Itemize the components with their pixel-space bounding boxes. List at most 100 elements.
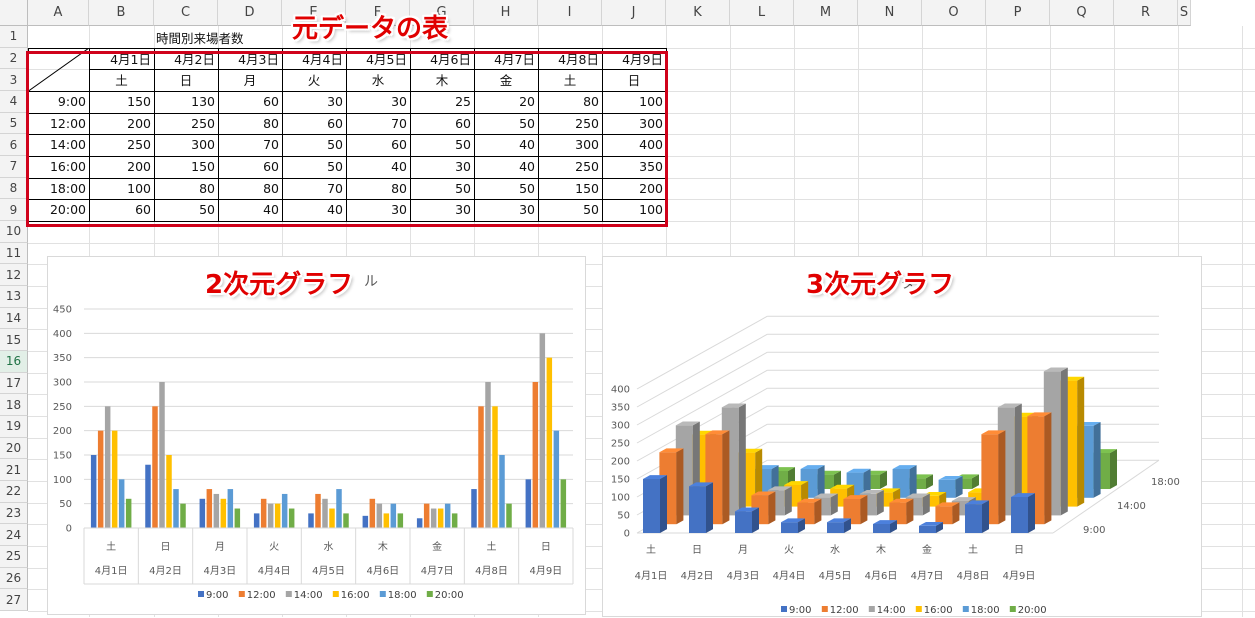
table-cell[interactable]: 150 — [191, 159, 215, 175]
row-header-25[interactable]: 25 — [0, 546, 28, 568]
table-cell[interactable]: 40 — [519, 159, 535, 175]
table-cell[interactable]: 50 — [455, 180, 471, 196]
time-label[interactable]: 20:00 — [49, 202, 86, 218]
row-header-7[interactable]: 7 — [0, 156, 28, 178]
row-header-27[interactable]: 27 — [0, 589, 28, 612]
weekday-header[interactable]: 月 — [243, 73, 257, 89]
table-cell[interactable]: 40 — [391, 159, 407, 175]
column-header-C[interactable]: C — [154, 0, 218, 26]
row-header-20[interactable]: 20 — [0, 437, 28, 460]
table-cell[interactable]: 60 — [263, 159, 279, 175]
select-all-corner[interactable] — [0, 0, 28, 26]
table-cell[interactable]: 50 — [519, 115, 535, 131]
table-cell[interactable]: 150 — [127, 94, 151, 109]
weekday-header[interactable]: 日 — [179, 73, 193, 89]
row-header-6[interactable]: 6 — [0, 134, 28, 156]
table-cell[interactable]: 30 — [519, 202, 535, 218]
table-cell[interactable]: 30 — [391, 94, 407, 109]
table-cell[interactable]: 60 — [391, 137, 407, 153]
table-cell[interactable]: 50 — [327, 159, 343, 175]
weekday-header[interactable]: 土 — [115, 73, 128, 89]
date-header[interactable]: 4月4日 — [302, 51, 343, 67]
row-header-16[interactable]: 16 — [0, 351, 28, 373]
table-cell[interactable]: 70 — [391, 115, 407, 131]
row-header-22[interactable]: 22 — [0, 481, 28, 503]
date-header[interactable]: 4月2日 — [174, 51, 215, 67]
row-header-14[interactable]: 14 — [0, 307, 28, 330]
table-cell[interactable]: 150 — [575, 180, 599, 196]
row-header-18[interactable]: 18 — [0, 394, 28, 417]
row-header-12[interactable]: 12 — [0, 264, 28, 287]
row-header-24[interactable]: 24 — [0, 524, 28, 547]
column-header-E[interactable]: E — [282, 0, 346, 26]
time-label[interactable]: 18:00 — [49, 180, 86, 196]
row-header-15[interactable]: 15 — [0, 329, 28, 352]
weekday-header[interactable]: 木 — [435, 73, 449, 89]
table-cell[interactable]: 40 — [263, 202, 279, 218]
chart-2d[interactable]: 0 50 100 150 200 250 300 350 400 450 土 4月1日 日 4月2日 月 4月… — [47, 256, 586, 615]
table-cell[interactable]: 50 — [199, 202, 215, 218]
row-header-5[interactable]: 5 — [0, 112, 28, 135]
row-header-19[interactable]: 19 — [0, 416, 28, 438]
table-cell[interactable]: 300 — [575, 137, 599, 153]
table-cell[interactable]: 250 — [575, 159, 599, 175]
row-header-10[interactable]: 10 — [0, 221, 28, 243]
column-header-Q[interactable]: Q — [1050, 0, 1114, 26]
date-header[interactable]: 4月7日 — [494, 51, 535, 67]
table-cell[interactable]: 60 — [263, 94, 279, 109]
table-cell[interactable]: 100 — [127, 180, 151, 196]
date-header[interactable]: 4月9日 — [622, 51, 663, 67]
date-header[interactable]: 4月5日 — [366, 51, 407, 67]
row-header-8[interactable]: 8 — [0, 177, 28, 200]
table-cell[interactable]: 80 — [199, 180, 215, 196]
table-cell[interactable]: 50 — [519, 180, 535, 196]
time-label[interactable]: 9:00 — [57, 94, 86, 109]
date-header[interactable]: 4月6日 — [430, 51, 471, 67]
table-cell[interactable]: 30 — [391, 202, 407, 218]
table-cell[interactable]: 50 — [455, 137, 471, 153]
chart-3d[interactable]: 0 50 100 150 200 250 300 350 400 土 4月1日 日 4月2日 月 4月3日 火… — [602, 256, 1202, 617]
table-cell[interactable]: 300 — [191, 137, 215, 153]
weekday-header[interactable]: 日 — [627, 73, 641, 89]
column-header-N[interactable]: N — [858, 0, 922, 26]
table-cell[interactable]: 30 — [455, 202, 471, 218]
row-header-4[interactable]: 4 — [0, 91, 28, 113]
table-cell[interactable]: 350 — [639, 159, 663, 175]
row-header-11[interactable]: 11 — [0, 242, 28, 265]
table-cell[interactable]: 60 — [327, 115, 343, 131]
column-header-M[interactable]: M — [794, 0, 858, 26]
table-cell[interactable]: 60 — [455, 115, 471, 131]
weekday-header[interactable]: 金 — [499, 73, 513, 89]
table-cell[interactable]: 25 — [455, 94, 471, 109]
table-cell[interactable]: 20 — [519, 94, 535, 109]
table-cell[interactable]: 200 — [127, 115, 151, 131]
column-header-D[interactable]: D — [218, 0, 282, 26]
row-header-26[interactable]: 26 — [0, 567, 28, 590]
column-header-P[interactable]: P — [986, 0, 1050, 26]
table-cell[interactable]: 80 — [583, 94, 599, 109]
row-header-13[interactable]: 13 — [0, 286, 28, 308]
table-cell[interactable]: 30 — [455, 159, 471, 175]
column-header-A[interactable]: A — [28, 0, 89, 26]
table-cell[interactable]: 200 — [127, 159, 151, 175]
time-label[interactable]: 14:00 — [49, 137, 86, 153]
table-cell[interactable]: 100 — [639, 202, 663, 218]
row-header-23[interactable]: 23 — [0, 502, 28, 525]
table-cell[interactable]: 40 — [519, 137, 535, 153]
table-cell[interactable]: 100 — [639, 94, 663, 109]
column-header-K[interactable]: K — [666, 0, 730, 26]
table-cell[interactable]: 50 — [583, 202, 599, 218]
column-header-I[interactable]: I — [538, 0, 602, 26]
weekday-header[interactable]: 火 — [307, 73, 321, 89]
row-header-1[interactable]: 1 — [0, 26, 28, 48]
table-cell[interactable]: 300 — [639, 115, 663, 131]
table-cell[interactable]: 30 — [327, 94, 343, 109]
column-header-J[interactable]: J — [602, 0, 666, 26]
table-cell[interactable]: 70 — [263, 137, 279, 153]
table-cell[interactable]: 130 — [191, 94, 215, 109]
time-label[interactable]: 16:00 — [49, 159, 86, 175]
column-header-B[interactable]: B — [89, 0, 154, 26]
table-cell[interactable]: 80 — [263, 180, 279, 196]
column-header-H[interactable]: H — [474, 0, 538, 26]
column-header-R[interactable]: R — [1114, 0, 1178, 26]
